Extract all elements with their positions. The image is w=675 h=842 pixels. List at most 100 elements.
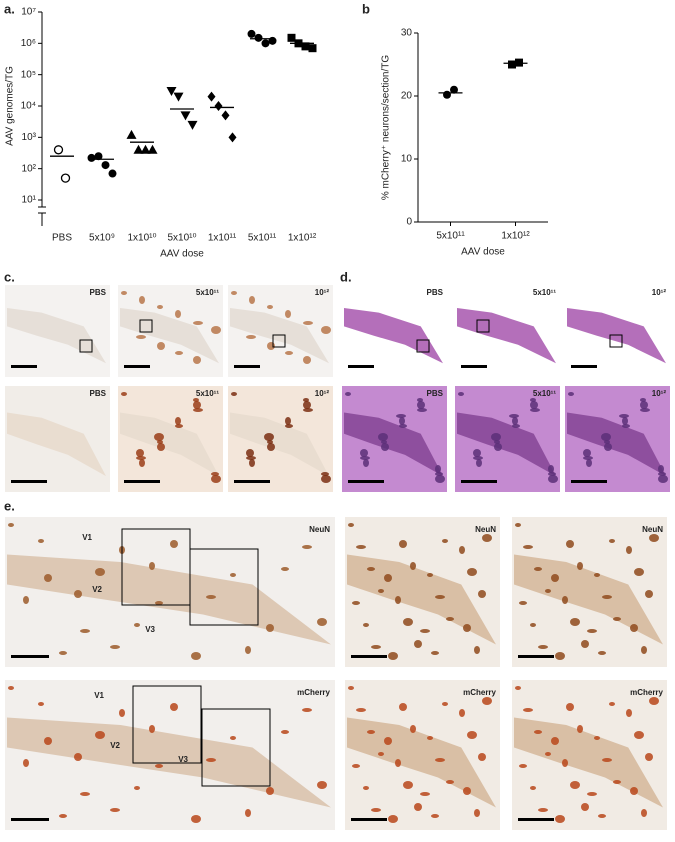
point [94,152,103,161]
point [443,90,451,99]
stain [640,408,650,412]
stain [193,408,203,412]
stain [352,764,360,768]
stain [512,417,518,425]
stain [136,335,146,339]
stain [417,408,427,412]
x-axis-label: AAV dose [461,247,505,258]
scale-bar [124,480,160,483]
stain [630,787,638,795]
stain [378,752,384,756]
image-label: V2 [92,585,102,594]
stain [431,814,439,818]
image-label: mCherry [463,688,496,697]
stain [175,351,183,355]
stain [231,291,237,295]
stain [285,424,293,428]
stain [360,456,370,460]
stain [321,475,331,483]
stain [348,523,354,527]
point [53,145,64,155]
stain [303,356,311,364]
point [301,42,310,51]
y-tick-label: 10⁶ [21,38,36,49]
stain [211,475,221,483]
stain [136,449,144,457]
stain [352,601,360,605]
stain [303,398,309,402]
stain [378,433,388,441]
stain [193,401,201,409]
scale-bar [518,818,554,821]
stain [446,617,454,621]
zoom-box [416,339,430,353]
stain [491,433,501,441]
tissue [230,308,329,364]
stain [231,392,237,396]
image-label: NeuN [309,525,330,534]
image-label: 10¹² [652,288,667,297]
stain [80,792,90,796]
image-label: mCherry [630,688,663,697]
stain [658,472,666,476]
stain [427,736,433,740]
stain [23,759,29,767]
stain [403,781,413,789]
y-axis-label: % mCherry⁺ neurons/section/TG [381,55,392,201]
image-label: V3 [145,625,155,634]
stain [482,534,492,542]
image-label: NeuN [475,525,496,534]
stain [548,465,554,473]
stain [442,539,448,543]
stain [435,472,443,476]
stain [634,731,644,739]
stain [410,725,416,733]
stain [395,759,401,767]
stain [427,573,433,577]
stain [583,456,593,460]
y-tick-label: 10 [401,154,413,165]
stain [566,703,574,711]
stain [473,449,481,457]
x-tick-label: 1x10¹¹ [208,233,237,244]
stain [645,590,653,598]
stain [613,780,621,784]
tissue [457,412,556,477]
stain [609,702,615,706]
image-label: 5x10¹¹ [533,389,556,398]
stain [230,736,236,740]
stain [410,562,416,570]
tissue [7,308,106,364]
stain [476,459,482,467]
stain [587,629,597,633]
stain [170,540,178,548]
stain [266,787,274,795]
stain [302,545,312,549]
stain [494,443,502,451]
stain [581,803,589,811]
stain [562,596,568,604]
scale-bar [11,480,47,483]
stain [134,786,140,790]
stain [399,417,405,425]
stain [523,545,533,549]
stain [371,808,381,812]
stain [44,737,52,745]
stain [246,335,256,339]
stain [206,595,216,599]
stain [403,618,413,626]
point [450,85,458,94]
tissue [120,308,219,364]
stain [577,725,583,733]
zoom-box [79,339,93,353]
stain [570,781,580,789]
panel-letter: d. [340,269,352,284]
stain [74,590,82,598]
stain [281,730,289,734]
point [173,92,184,102]
stain [363,786,369,790]
stain [230,573,236,577]
stain [381,443,389,451]
image-label: PBS [427,288,444,297]
